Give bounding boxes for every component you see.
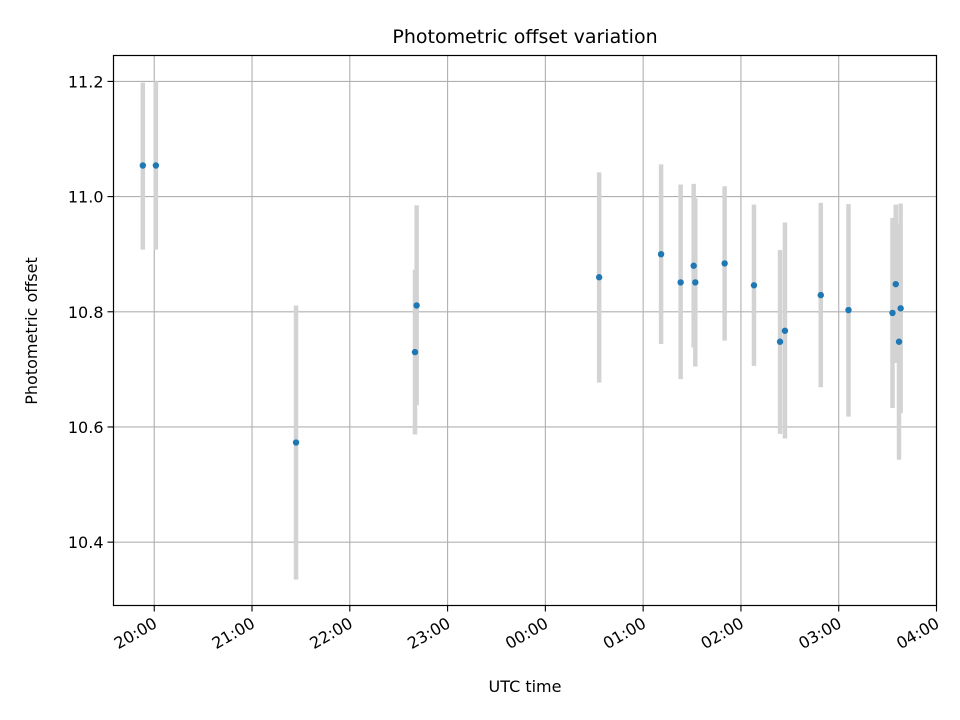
y-tick-label: 10.6 [68,418,104,437]
plot-frame [112,54,938,607]
data-point [892,280,899,288]
data-point [139,162,147,169]
data-point [845,306,852,314]
x-axis-label: UTC time [489,677,562,696]
data-point [781,327,789,334]
chart-title: Photometric offset variation [392,26,657,48]
data-point [721,260,728,267]
data-point [413,302,420,309]
data-point [776,338,784,345]
data-point [677,279,684,286]
data-point [690,262,697,269]
y-axis-label: Photometric offset [22,257,41,405]
data-point [897,305,904,312]
y-tick-label: 11.2 [68,72,104,91]
y-tick-label: 11.0 [68,188,104,207]
data-point [292,439,300,446]
data-point [817,291,824,299]
y-tick-label: 10.8 [68,303,104,322]
marker-layer [139,162,904,446]
data-point [895,338,903,345]
data-point [657,250,665,258]
data-point [152,162,160,169]
data-point [595,274,603,281]
data-point [750,282,758,289]
data-point [692,279,699,286]
y-tick-label: 10.4 [68,533,104,552]
data-point [889,309,896,317]
data-point [411,348,419,356]
